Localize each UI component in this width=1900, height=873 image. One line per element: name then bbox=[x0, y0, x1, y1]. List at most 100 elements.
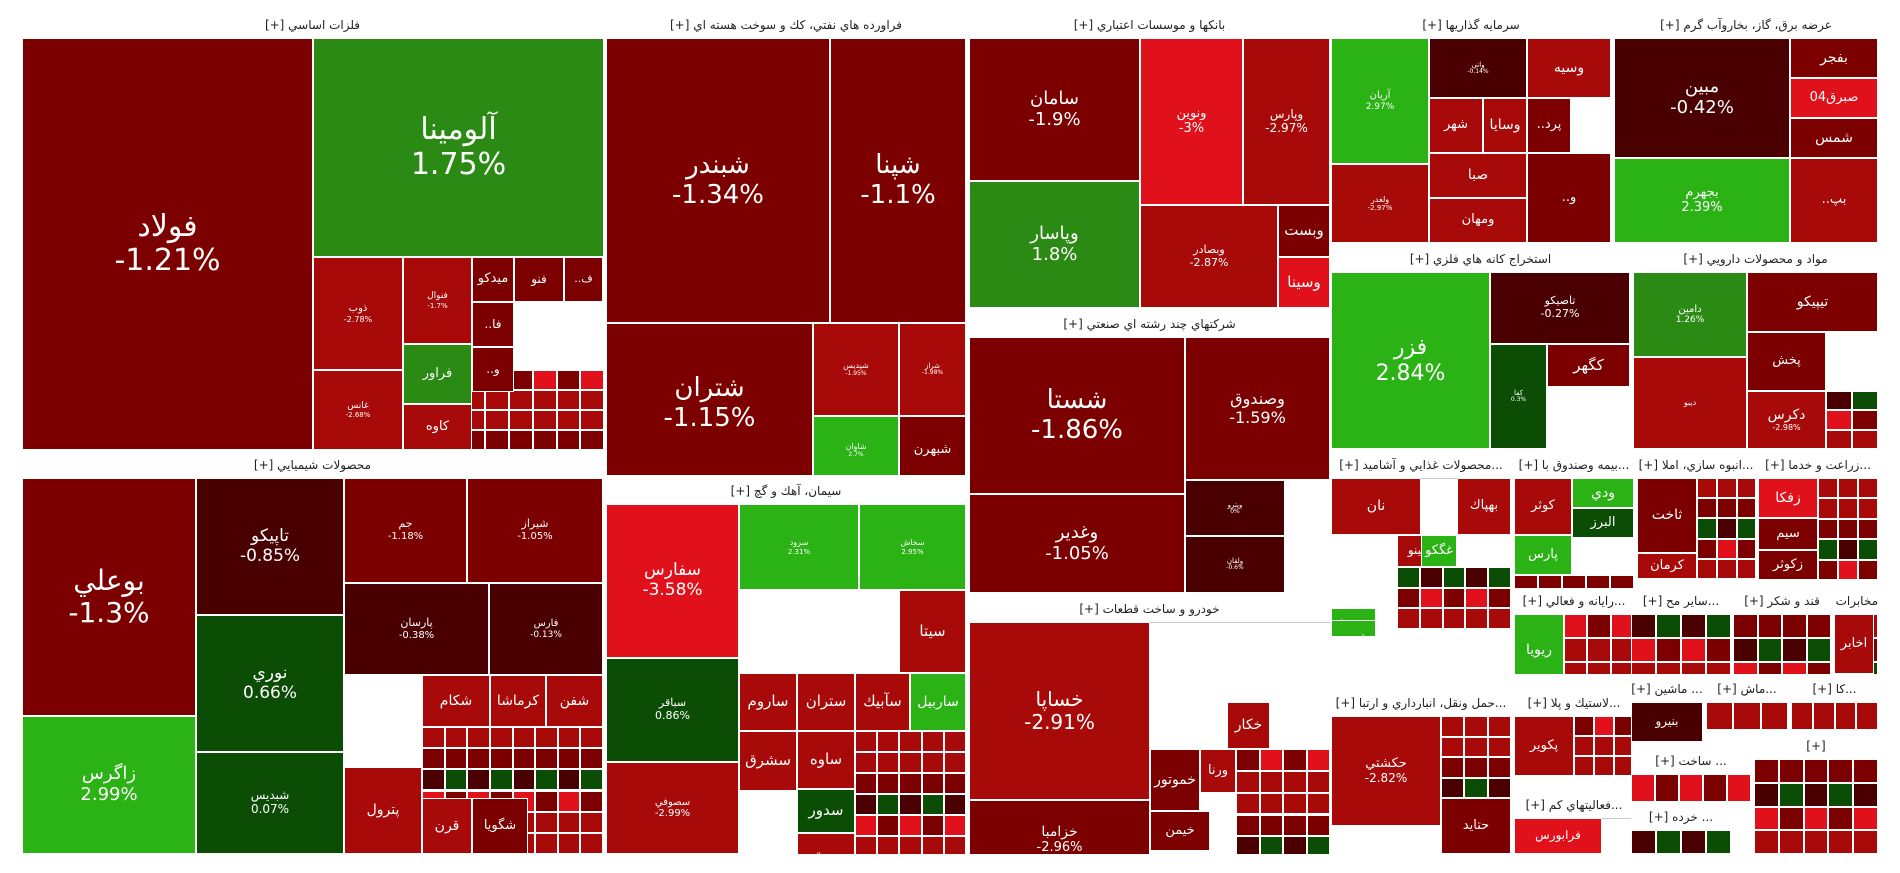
stock-tile-small[interactable] bbox=[1733, 702, 1761, 730]
stock-tile-small[interactable] bbox=[557, 769, 581, 791]
stock-tile-small[interactable] bbox=[1594, 756, 1614, 776]
stock-tile[interactable]: سصوفي -2.99% bbox=[606, 762, 739, 854]
stock-tile-small[interactable] bbox=[1838, 559, 1858, 580]
stock-tile-small[interactable] bbox=[1441, 757, 1465, 778]
stock-tile-small[interactable] bbox=[1236, 749, 1260, 771]
stock-tile-small[interactable] bbox=[1631, 638, 1656, 662]
stock-tile-small[interactable] bbox=[535, 727, 558, 749]
stock-tile-small[interactable] bbox=[877, 794, 900, 815]
stock-tile[interactable]: خيمن bbox=[1150, 811, 1210, 851]
stock-tile-small[interactable] bbox=[1656, 662, 1681, 674]
sector-header[interactable]: ... ماشين [+] bbox=[1631, 676, 1703, 703]
sector-header[interactable]: سيمان، آهك و گچ [+] bbox=[606, 478, 966, 505]
stock-tile-small[interactable] bbox=[1754, 830, 1779, 854]
stock-tile[interactable]: تيپيكو bbox=[1747, 272, 1878, 332]
stock-tile-small[interactable] bbox=[1737, 518, 1755, 539]
stock-tile-small[interactable] bbox=[535, 811, 558, 833]
stock-tile-small[interactable] bbox=[1806, 638, 1831, 662]
stock-tile-small[interactable] bbox=[1826, 429, 1852, 449]
stock-tile-small[interactable] bbox=[1858, 539, 1878, 560]
stock-tile[interactable]: پخش bbox=[1747, 332, 1826, 391]
sector-header[interactable]: قند و شكر [+] bbox=[1733, 588, 1831, 615]
stock-tile-small[interactable] bbox=[1283, 836, 1307, 854]
stock-tile-small[interactable] bbox=[1236, 814, 1260, 837]
stock-tile-small[interactable] bbox=[1681, 830, 1706, 854]
stock-tile-small[interactable] bbox=[855, 773, 878, 794]
stock-tile-small[interactable] bbox=[1441, 777, 1465, 798]
stock-tile[interactable]: فنو bbox=[514, 257, 564, 302]
stock-tile-small[interactable] bbox=[1838, 539, 1858, 560]
stock-tile-small[interactable] bbox=[1754, 806, 1779, 831]
stock-tile[interactable]: كرماشا bbox=[490, 675, 546, 727]
stock-tile-small[interactable] bbox=[580, 748, 603, 770]
stock-tile[interactable]: شبهرن bbox=[899, 416, 966, 475]
stock-tile-small[interactable] bbox=[921, 815, 944, 836]
stock-tile-small[interactable] bbox=[489, 748, 513, 770]
stock-tile[interactable]: بجهرم 2.39% bbox=[1614, 158, 1790, 243]
stock-tile-small[interactable] bbox=[1826, 391, 1852, 411]
stock-tile-small[interactable] bbox=[1853, 830, 1878, 854]
stock-tile-small[interactable] bbox=[1441, 736, 1465, 757]
stock-tile-small[interactable] bbox=[1838, 518, 1858, 540]
stock-tile-small[interactable] bbox=[535, 790, 558, 812]
stock-tile-small[interactable] bbox=[1656, 830, 1681, 854]
stock-tile[interactable]: شراز -1.98% bbox=[899, 323, 966, 416]
sector-header[interactable]: خودرو و ساخت قطعات [+] bbox=[969, 596, 1330, 623]
stock-tile-small[interactable] bbox=[444, 769, 468, 791]
stock-tile-small[interactable] bbox=[1737, 558, 1755, 579]
stock-tile-small[interactable] bbox=[556, 390, 581, 410]
stock-tile[interactable]: دامين 1.26% bbox=[1633, 272, 1747, 357]
stock-tile-small[interactable] bbox=[1733, 638, 1758, 662]
stock-tile[interactable]: وسيه bbox=[1527, 38, 1611, 98]
stock-tile-small[interactable] bbox=[485, 430, 509, 450]
stock-tile[interactable]: شاوان 2.7% bbox=[813, 416, 899, 475]
stock-tile[interactable]: كوثر bbox=[1514, 478, 1572, 535]
sector-header[interactable]: سرمايه گذاريها [+] bbox=[1331, 12, 1611, 39]
stock-tile-small[interactable] bbox=[1717, 538, 1737, 559]
stock-tile-small[interactable] bbox=[509, 430, 533, 450]
stock-tile-small[interactable] bbox=[1737, 498, 1755, 519]
stock-tile-small[interactable] bbox=[1782, 614, 1807, 638]
stock-tile-small[interactable] bbox=[1564, 662, 1588, 674]
stock-tile-small[interactable] bbox=[1706, 614, 1731, 638]
stock-tile-small[interactable] bbox=[580, 390, 603, 410]
stock-tile[interactable]: پارسان -0.38% bbox=[344, 583, 489, 675]
stock-tile[interactable]: شتران -1.15% bbox=[606, 323, 813, 475]
stock-tile[interactable]: بهپاك bbox=[1457, 478, 1511, 535]
stock-tile-small[interactable] bbox=[855, 836, 878, 854]
stock-tile[interactable]: فارس -0.13% bbox=[489, 583, 603, 675]
stock-tile-small[interactable] bbox=[1818, 498, 1838, 519]
stock-tile[interactable]: ستران bbox=[797, 673, 855, 731]
stock-tile-small[interactable] bbox=[1464, 716, 1488, 737]
stock-tile[interactable]: زفكا bbox=[1758, 478, 1818, 518]
stock-tile-small[interactable] bbox=[877, 815, 900, 836]
stock-tile-small[interactable] bbox=[943, 836, 966, 854]
stock-tile-small[interactable] bbox=[1853, 782, 1878, 807]
sector-header[interactable]: ...ماش [+] bbox=[1706, 676, 1788, 703]
sector-header[interactable]: ... خرده [+] bbox=[1631, 804, 1731, 831]
sector-header[interactable]: [+] bbox=[1754, 733, 1878, 760]
stock-tile-small[interactable] bbox=[1757, 614, 1782, 638]
stock-tile-small[interactable] bbox=[1778, 759, 1804, 783]
stock-tile-small[interactable] bbox=[1587, 662, 1611, 674]
stock-tile[interactable]: ساروم bbox=[739, 673, 797, 731]
stock-tile-small[interactable] bbox=[943, 794, 966, 815]
stock-tile[interactable]: خموتور bbox=[1150, 749, 1200, 811]
stock-tile[interactable]: صبا bbox=[1429, 153, 1527, 198]
stock-tile[interactable]: ثاخت bbox=[1637, 478, 1697, 553]
stock-tile-small[interactable] bbox=[943, 752, 966, 773]
stock-tile-small[interactable] bbox=[509, 390, 533, 410]
stock-tile-small[interactable] bbox=[467, 727, 490, 749]
stock-tile-small[interactable] bbox=[1727, 774, 1751, 802]
stock-tile-small[interactable] bbox=[485, 390, 509, 410]
stock-tile[interactable]: و.. bbox=[1527, 153, 1611, 243]
stock-tile[interactable]: مبين -0.42% bbox=[1614, 38, 1790, 158]
stock-tile-small[interactable] bbox=[1834, 702, 1857, 730]
stock-tile-small[interactable] bbox=[1828, 830, 1854, 854]
stock-tile-small[interactable] bbox=[535, 832, 558, 854]
stock-tile-small[interactable] bbox=[1717, 518, 1737, 539]
stock-tile-small[interactable] bbox=[1397, 608, 1420, 629]
sector-header[interactable]: فلزات اساسي [+] bbox=[22, 12, 603, 39]
stock-tile[interactable]: شيراز -1.05% bbox=[467, 478, 603, 583]
stock-tile-small[interactable] bbox=[532, 410, 557, 430]
